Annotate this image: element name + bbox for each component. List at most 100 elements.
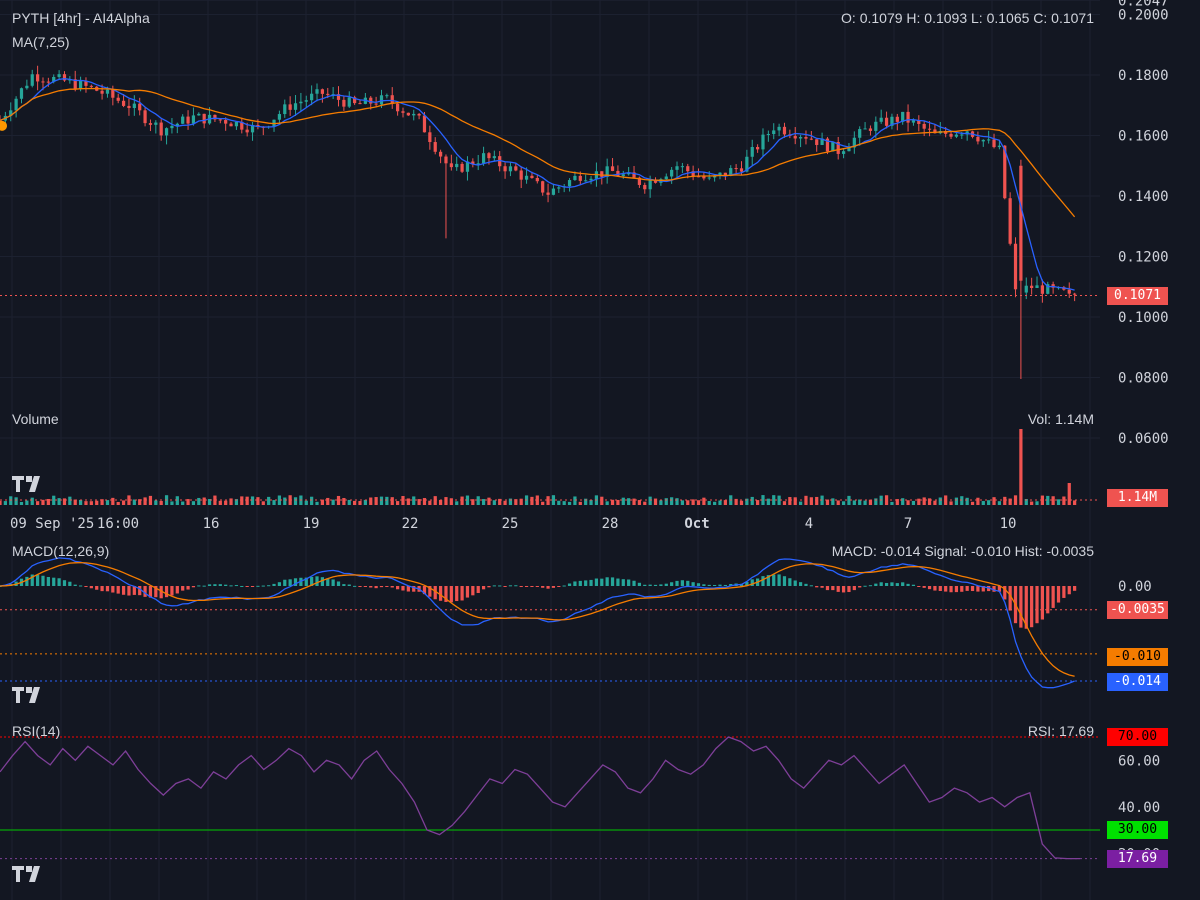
volume-readout: Vol: 1.14M <box>1027 411 1094 427</box>
macd-hist-bar <box>143 586 147 597</box>
macd-line <box>0 557 1075 689</box>
candle-body <box>809 138 813 140</box>
macd-hist-bar <box>713 584 717 586</box>
volume-bar <box>3 501 7 505</box>
volume-bar <box>111 497 115 505</box>
macd-hist-bar <box>412 586 416 592</box>
candle-body <box>481 153 486 164</box>
macd-hist-bar <box>138 586 142 596</box>
price-tick-label: 0.1200 <box>1118 250 1169 266</box>
volume-bar <box>369 497 373 505</box>
macd-hist-bar <box>551 586 556 588</box>
candle-body <box>406 112 410 116</box>
macd-hist-bar <box>245 586 249 587</box>
volume-bar <box>970 501 975 505</box>
volume-bar <box>379 496 384 505</box>
volume-bar <box>240 496 244 505</box>
candle-body <box>954 134 959 137</box>
macd-hist-bar <box>406 586 410 592</box>
volume-bar <box>412 496 416 505</box>
macd-hist-bar <box>186 586 190 590</box>
volume-bar <box>557 500 561 505</box>
candle-body <box>326 93 330 95</box>
volume-bar <box>702 497 706 505</box>
macd-hist-bar <box>310 576 314 586</box>
macd-hist-bar <box>831 586 835 591</box>
volume-bar <box>847 495 851 505</box>
candle-body <box>632 172 636 178</box>
candle-body <box>750 147 754 157</box>
volume-bar <box>1003 496 1007 505</box>
macd-hist-bar <box>84 586 88 588</box>
macd-hist-bar <box>605 577 609 586</box>
macd-hist-bar <box>992 586 996 592</box>
time-tick-label: 09 Sep '25 <box>10 516 94 532</box>
signal-badge: -0.010 <box>1107 648 1168 666</box>
candle-body <box>965 131 969 135</box>
candle-body <box>739 168 744 172</box>
chart-title: PYTH [4hr] - AI4Alpha <box>12 10 150 26</box>
macd-hist-bar <box>213 584 217 586</box>
candle-body <box>30 74 34 86</box>
macd-hist-bar <box>132 586 136 595</box>
volume-bar <box>30 497 34 505</box>
tradingview-logo-icon <box>12 866 40 882</box>
macd-hist-bar <box>927 586 932 590</box>
macd-hist-bar <box>498 585 502 587</box>
volume-bar <box>632 498 636 505</box>
volume-bar <box>374 497 378 505</box>
candle-body <box>879 117 883 122</box>
volume-bar <box>541 501 545 505</box>
macd-hist-bar <box>164 586 169 598</box>
volume-bar <box>455 501 459 505</box>
candle-body <box>1003 145 1007 199</box>
volume-bar <box>62 498 67 505</box>
candle-body <box>250 125 255 133</box>
volume-bar <box>750 496 754 505</box>
volume-bar <box>653 498 658 505</box>
rsi-30-badge: 30.00 <box>1107 821 1168 839</box>
candle-body <box>578 175 582 181</box>
volume-bar <box>433 496 437 505</box>
candle-body <box>422 115 427 133</box>
macd-hist-bar <box>25 576 29 586</box>
macd-hist-bar <box>68 581 72 586</box>
macd-hist-bar <box>267 585 271 587</box>
candle-body <box>52 76 56 82</box>
volume-bar <box>960 496 964 505</box>
candle-body <box>831 142 835 152</box>
macd-hist-bar <box>492 585 496 587</box>
candle-body <box>557 187 561 189</box>
volume-bar <box>449 498 453 505</box>
macd-hist-bar <box>594 578 599 586</box>
price-tick-label: 0.2000 <box>1118 8 1169 24</box>
macd-hist-bar <box>369 586 373 588</box>
volume-bar <box>820 495 824 505</box>
candle-body <box>1030 285 1034 289</box>
volume-bar <box>272 500 276 505</box>
macd-hist-bar <box>643 584 647 586</box>
macd-hist-bar <box>997 586 1002 592</box>
macd-pane: 0.00 <box>0 557 1152 689</box>
volume-bar <box>766 498 770 505</box>
macd-hist-bar <box>449 586 453 603</box>
volume-bar <box>659 500 663 505</box>
volume-bar <box>756 500 760 505</box>
macd-hist-bar <box>535 586 539 587</box>
macd-hist-bar <box>444 586 448 602</box>
volume-bar <box>304 500 308 505</box>
candle-body <box>1067 289 1071 294</box>
macd-hist-bar <box>385 586 389 587</box>
volume-bar <box>417 499 421 505</box>
candle-body <box>702 176 706 179</box>
macd-hist-bar <box>691 582 695 586</box>
macd-hist-bar <box>191 586 196 588</box>
candle-body <box>901 111 905 122</box>
macd-hist-bar <box>524 586 529 587</box>
volume-bar <box>159 500 163 505</box>
candle-body <box>0 120 2 122</box>
rsi-tick-label: 40.00 <box>1118 800 1160 816</box>
rsi-readout: RSI: 17.69 <box>1027 723 1094 739</box>
volume-bar <box>277 495 282 505</box>
